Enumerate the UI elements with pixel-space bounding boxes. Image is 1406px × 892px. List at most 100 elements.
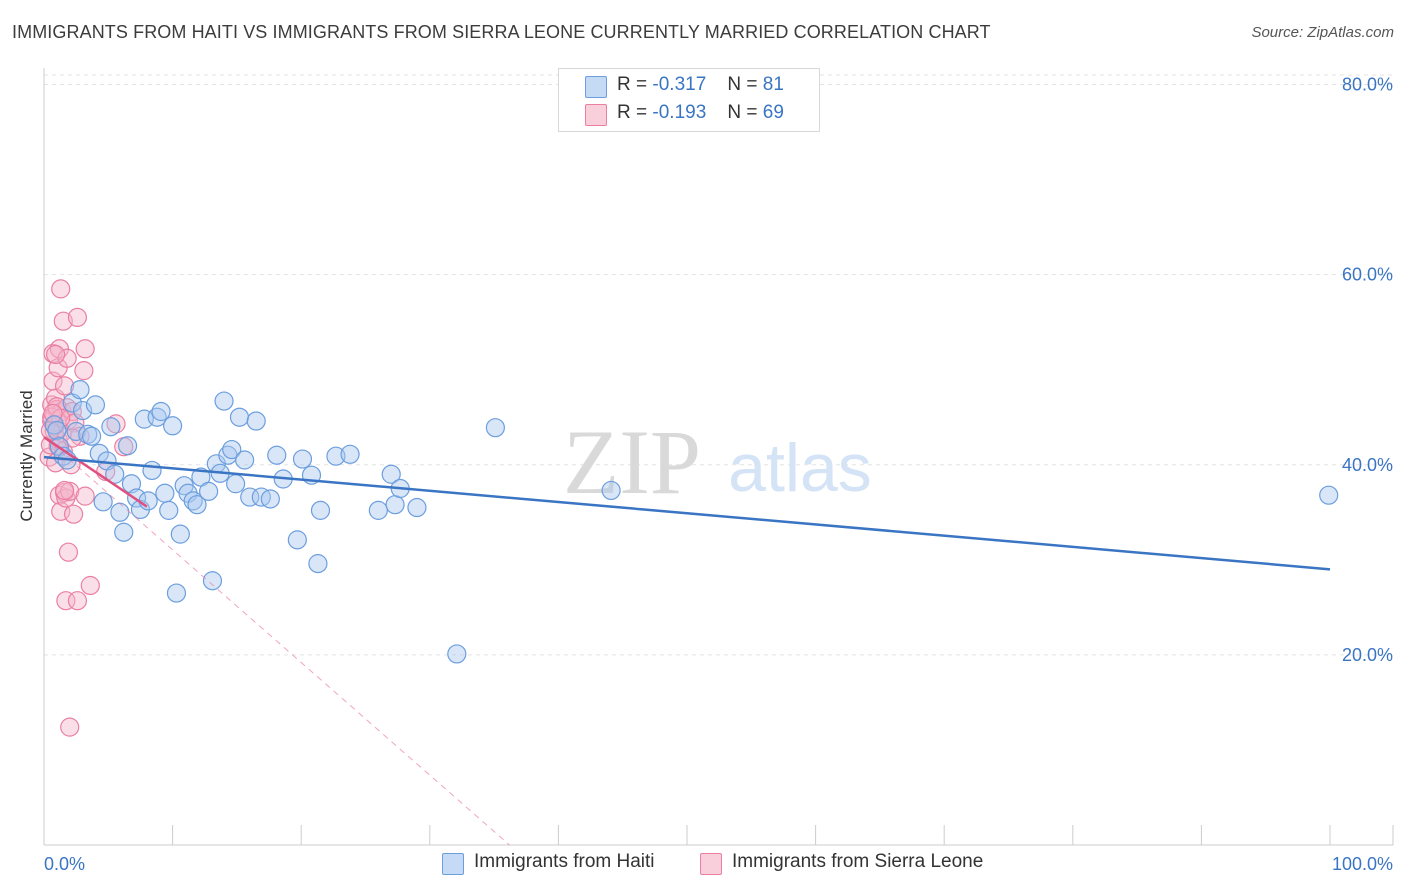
sierra-leone-point <box>53 311 73 331</box>
y-tick-label: 60.0% <box>1342 265 1393 285</box>
haiti-point <box>485 418 505 438</box>
sierra-legend-label: Immigrants from Sierra Leone <box>732 851 984 872</box>
haiti-point <box>183 491 203 511</box>
haiti-point <box>66 421 86 442</box>
haiti-point <box>310 500 331 520</box>
x-tick-label-min: 0.0% <box>44 854 85 874</box>
watermark-atlas: atlas <box>728 430 872 506</box>
trend-lines <box>43 436 1331 846</box>
sierra-leone-point <box>54 480 75 501</box>
haiti-point <box>151 401 171 422</box>
haiti-legend-label: Immigrants from Haiti <box>474 851 655 872</box>
x-tick-label-max: 100.0% <box>1332 854 1393 874</box>
sierra-leone-point <box>80 575 100 596</box>
sierra-legend-swatch <box>700 853 722 875</box>
haiti-point <box>407 497 427 518</box>
haiti-point <box>235 450 255 470</box>
haiti-point <box>199 481 219 501</box>
sierra-leone-trend-line <box>43 436 148 508</box>
sierra-leone-point <box>54 376 75 396</box>
sierra-leone-point <box>57 348 77 368</box>
axes <box>43 68 1394 846</box>
haiti-point <box>81 426 102 446</box>
haiti-point <box>240 487 260 507</box>
sierra-leone-point <box>106 414 126 434</box>
haiti-point <box>159 500 179 520</box>
r-label: R = <box>617 74 648 95</box>
sierra-leone-point <box>75 486 95 506</box>
y-tick-label: 40.0% <box>1342 455 1393 475</box>
haiti-point <box>85 395 106 415</box>
r-label: R = <box>617 102 648 123</box>
haiti-point <box>226 474 246 494</box>
watermark-zip: ZIP <box>563 411 701 513</box>
haiti-point <box>292 449 313 469</box>
haiti-point <box>170 524 190 544</box>
sierra-leone-point <box>45 344 66 365</box>
sierra-swatch <box>585 104 607 126</box>
haiti-point <box>222 439 242 460</box>
haiti-point <box>121 474 142 494</box>
legend-text-sierra: R = -0.193 N = 69 <box>617 102 784 124</box>
haiti-legend-swatch <box>442 853 464 875</box>
haiti-r-value: -0.317 <box>652 74 707 95</box>
haiti-point <box>267 445 287 465</box>
haiti-point <box>214 391 234 411</box>
haiti-point <box>260 489 280 509</box>
sierra-leone-point <box>67 591 88 611</box>
sierra-n-value: 69 <box>762 102 784 123</box>
haiti-point <box>110 502 130 522</box>
haiti-point <box>1319 485 1339 505</box>
sierra-leone-point <box>63 504 84 524</box>
chart-title: IMMIGRANTS FROM HAITI VS IMMIGRANTS FROM… <box>12 22 991 42</box>
haiti-point <box>287 530 307 550</box>
sierra-leone-trend-extension <box>43 436 510 846</box>
haiti-point <box>368 500 388 520</box>
n-label: N = <box>727 74 758 95</box>
haiti-point <box>155 483 175 503</box>
haiti-point <box>340 444 360 464</box>
haiti-point <box>187 495 207 515</box>
haiti-point <box>117 436 138 456</box>
y-tick-label: 20.0% <box>1342 645 1393 665</box>
watermark: ZIP atlas <box>563 411 872 513</box>
legend-text-haiti: R = -0.317 N = 81 <box>617 74 784 96</box>
sierra-r-value: -0.193 <box>652 102 707 123</box>
haiti-swatch <box>585 76 607 98</box>
y-tick-label: 80.0% <box>1342 75 1393 95</box>
haiti-point <box>70 380 90 400</box>
haiti-point <box>385 495 405 515</box>
haiti-point <box>308 554 328 574</box>
haiti-point <box>447 644 467 664</box>
haiti-point <box>229 407 250 427</box>
sierra-leone-point <box>58 542 79 562</box>
gridlines <box>44 74 1393 656</box>
haiti-trend-line <box>43 455 1331 571</box>
haiti-point <box>105 464 125 484</box>
haiti-point <box>326 446 346 466</box>
haiti-point <box>163 416 183 436</box>
y-tick-labels: 20.0% 40.0% 60.0% 80.0% <box>1342 75 1393 665</box>
n-label: N = <box>727 102 758 123</box>
stats-legend: R = -0.317 N = 81 R = -0.193 N = 69 <box>558 68 820 132</box>
source-credit: Source: ZipAtlas.com <box>1251 24 1394 41</box>
haiti-point <box>138 491 158 511</box>
haiti-n-value: 81 <box>762 74 784 95</box>
sierra-leone-point <box>56 591 76 611</box>
sierra-leone-point <box>60 717 80 737</box>
sierra-leone-point <box>67 307 88 328</box>
sierra-leone-point <box>74 361 94 381</box>
sierra-leone-point <box>75 339 95 359</box>
haiti-point <box>381 464 401 484</box>
haiti-point <box>101 417 121 437</box>
haiti-point <box>202 571 223 591</box>
haiti-point <box>114 522 134 542</box>
haiti-point <box>166 583 187 603</box>
haiti-point <box>246 411 266 431</box>
haiti-point <box>142 460 162 481</box>
haiti-point <box>93 492 113 512</box>
haiti-point <box>601 480 621 501</box>
haiti-point <box>47 420 67 441</box>
sierra-leone-point <box>51 279 71 299</box>
